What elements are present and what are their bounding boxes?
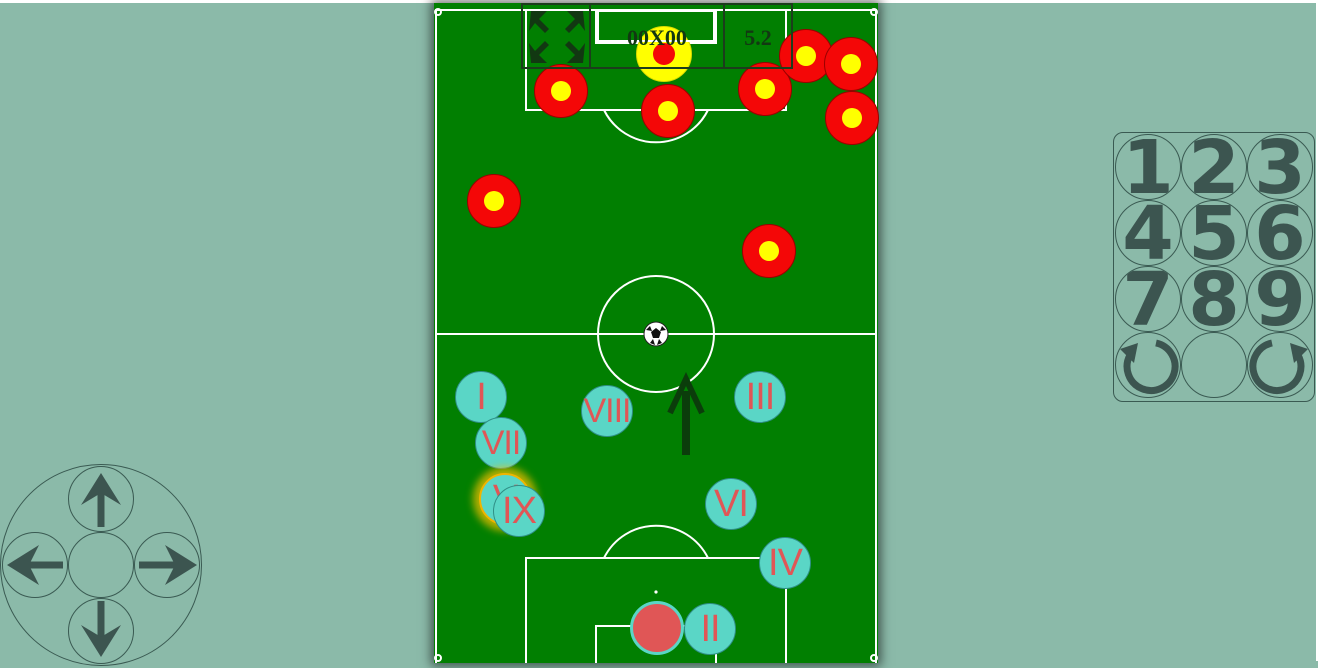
opponent-player <box>824 37 878 91</box>
center-circle <box>597 275 715 393</box>
rotate-cw-icon <box>1249 339 1308 394</box>
corner-br <box>870 654 878 662</box>
teammate-player-8[interactable]: VIII <box>581 385 633 437</box>
opponent-marker <box>796 46 816 66</box>
teammate-player-1[interactable]: I <box>455 371 507 423</box>
opponent-goalkeeper <box>636 26 692 82</box>
player-number: VI <box>714 483 749 525</box>
rotate-left-button[interactable] <box>1115 332 1181 398</box>
score-display: 00X00 <box>627 25 687 50</box>
scoreboard: 00X00 5.2 <box>521 3 793 69</box>
arrow-left-icon <box>7 545 63 585</box>
teammate-player-3[interactable]: III <box>734 371 786 423</box>
player-number: IV <box>768 542 803 584</box>
opponent-marker <box>551 81 571 101</box>
opponent-player <box>825 91 879 145</box>
player-number: III <box>745 376 776 418</box>
top-penalty-arc <box>603 109 709 144</box>
key-6-button[interactable]: 6 <box>1247 200 1313 266</box>
score-box-outline <box>597 10 715 42</box>
opponent-player <box>742 224 796 278</box>
opponent-marker <box>842 108 862 128</box>
corner-tr <box>870 8 878 16</box>
empty-key-button[interactable] <box>1181 332 1247 398</box>
bottom-penalty-arc <box>603 524 709 559</box>
teammate-player-6[interactable]: VI <box>705 478 757 530</box>
opponent-marker <box>841 54 861 74</box>
key-9-button[interactable]: 9 <box>1247 266 1313 332</box>
key-2-button[interactable]: 2 <box>1181 134 1247 200</box>
key-3-button[interactable]: 3 <box>1247 134 1313 200</box>
game-time-display: 5.2 <box>744 25 772 50</box>
opponent-player <box>534 64 588 118</box>
teammate-player-9[interactable]: IX <box>493 485 545 537</box>
rotate-right-button[interactable] <box>1247 332 1313 398</box>
direction-arrow-icon <box>667 371 705 455</box>
teammate-goalkeeper[interactable] <box>630 601 684 655</box>
time-panel: 5.2 <box>725 5 791 67</box>
teammate-player-7[interactable]: VII <box>475 417 527 469</box>
player-select-keypad: 1 2 3 4 5 6 7 8 9 <box>1113 132 1315 402</box>
center-button[interactable] <box>68 532 134 598</box>
key-5-button[interactable]: 5 <box>1181 200 1247 266</box>
down-button[interactable] <box>68 598 134 664</box>
corner-tl <box>434 8 442 16</box>
opponent-player <box>467 174 521 228</box>
player-number: VII <box>481 424 522 462</box>
penalty-spot <box>654 590 658 594</box>
opponent-player <box>641 84 695 138</box>
key-1-button[interactable]: 1 <box>1115 134 1181 200</box>
soccer-ball-icon <box>643 321 669 347</box>
arrow-down-icon <box>81 601 121 657</box>
arrow-up-icon <box>81 473 121 527</box>
opponent-marker <box>658 101 678 121</box>
opponent-marker <box>653 43 675 65</box>
opponent-marker <box>759 241 779 261</box>
right-border <box>1316 0 1318 661</box>
up-button[interactable] <box>68 466 134 532</box>
key-8-button[interactable]: 8 <box>1181 266 1247 332</box>
opponent-marker <box>755 79 775 99</box>
teammate-player-4[interactable]: IV <box>759 537 811 589</box>
minimize-button[interactable] <box>523 5 591 67</box>
top-border <box>0 0 1318 3</box>
right-button[interactable] <box>134 532 200 598</box>
key-7-button[interactable]: 7 <box>1115 266 1181 332</box>
player-number: VIII <box>583 392 631 430</box>
rotate-ccw-icon <box>1120 339 1179 394</box>
key-4-button[interactable]: 4 <box>1115 200 1181 266</box>
arrow-right-icon <box>139 545 197 585</box>
teammate-player-2[interactable]: II <box>684 603 736 655</box>
bottom-penalty-box <box>525 557 787 663</box>
minimize-icon <box>529 11 585 63</box>
score-panel: 00X00 <box>591 5 725 67</box>
corner-bl <box>434 654 442 662</box>
opponent-marker <box>484 191 504 211</box>
player-number: IX <box>502 490 537 532</box>
player-number: II <box>700 608 720 650</box>
direction-pad <box>0 464 202 666</box>
left-button[interactable] <box>2 532 68 598</box>
player-number: I <box>476 376 487 418</box>
